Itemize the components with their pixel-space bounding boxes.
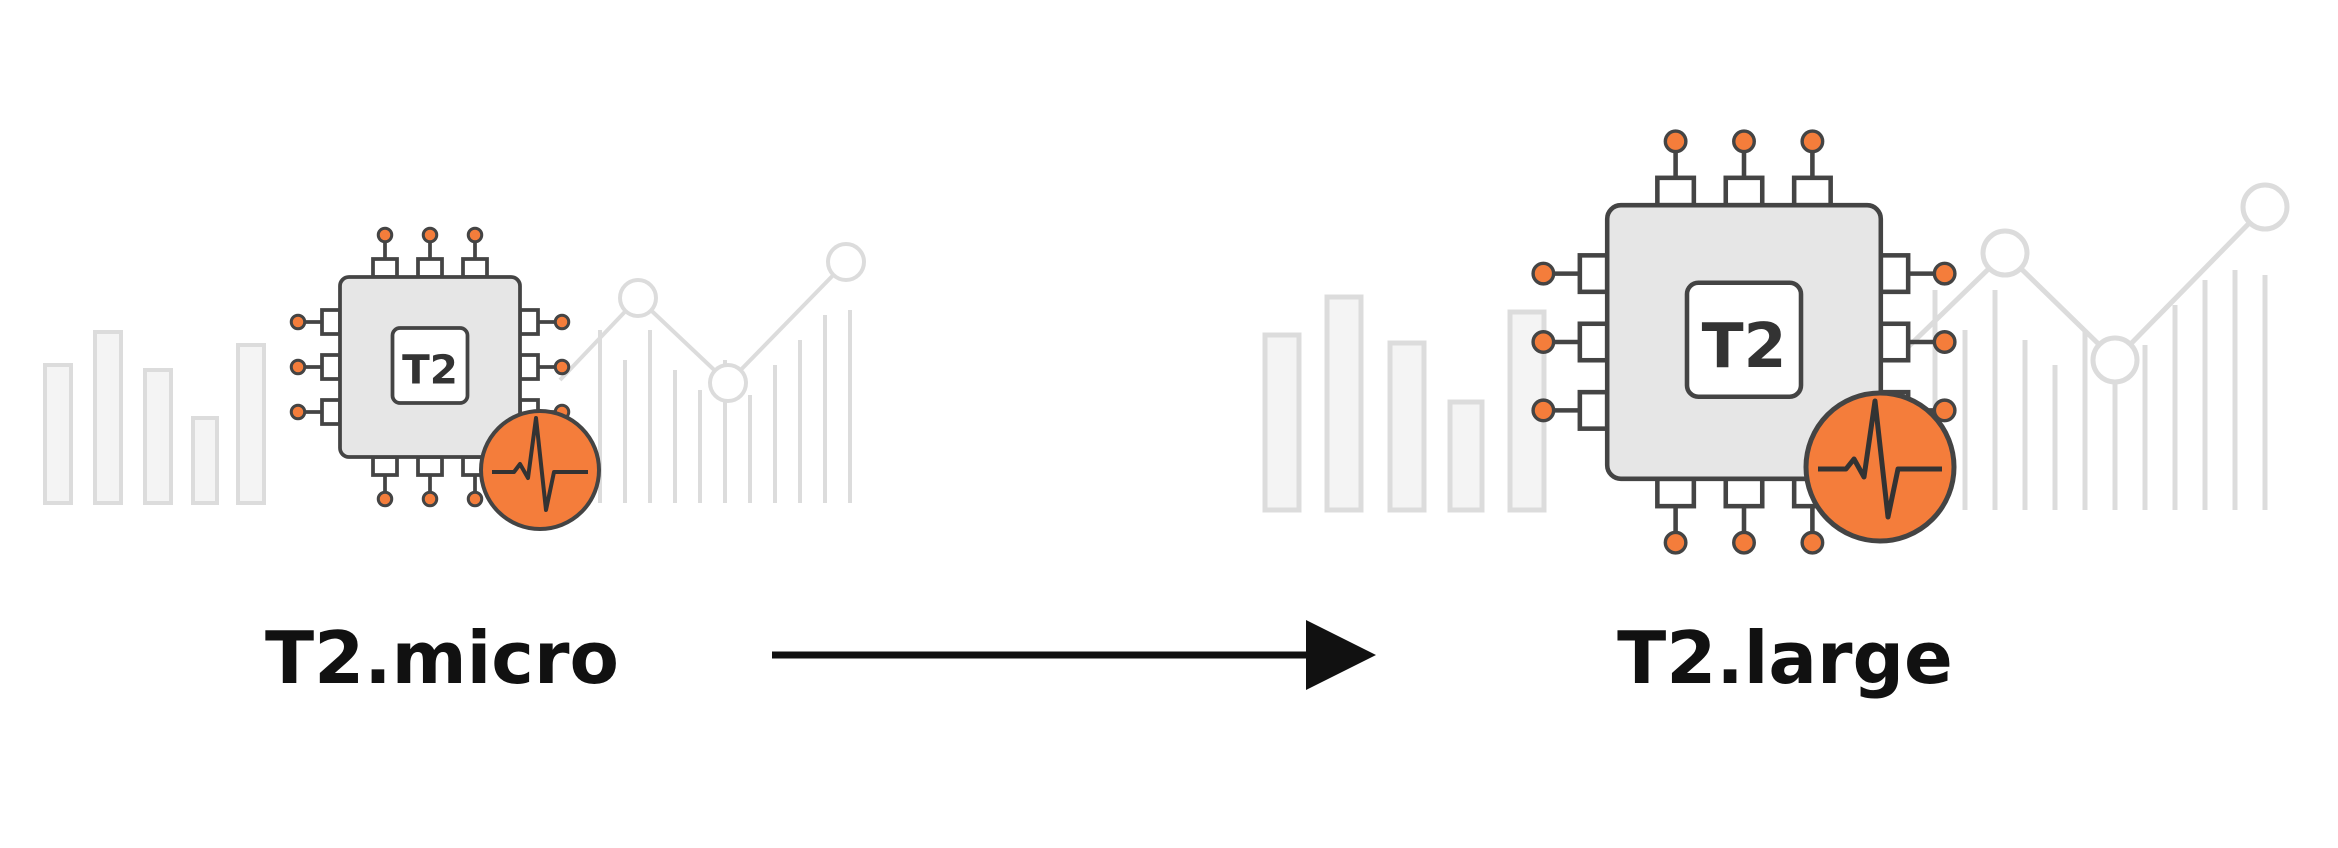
target-instance-label: T2.large xyxy=(1617,616,1953,700)
bar-line-chart-icon xyxy=(1262,182,2290,513)
bar-line-chart-icon xyxy=(43,242,866,505)
cpu-chip-icon: T2 xyxy=(289,226,571,508)
source-instance-label: T2.micro xyxy=(265,616,619,700)
cpu-chip-icon: T2 xyxy=(1531,129,1957,555)
t2-micro-instance: T2 T2.micro xyxy=(43,226,866,700)
heartbeat-icon xyxy=(1803,390,1957,544)
heartbeat-icon xyxy=(479,409,601,531)
chip-label: T2 xyxy=(402,346,458,394)
t2-large-instance: T2 T2.large xyxy=(1262,129,2290,700)
chip-label: T2 xyxy=(1702,310,1787,382)
